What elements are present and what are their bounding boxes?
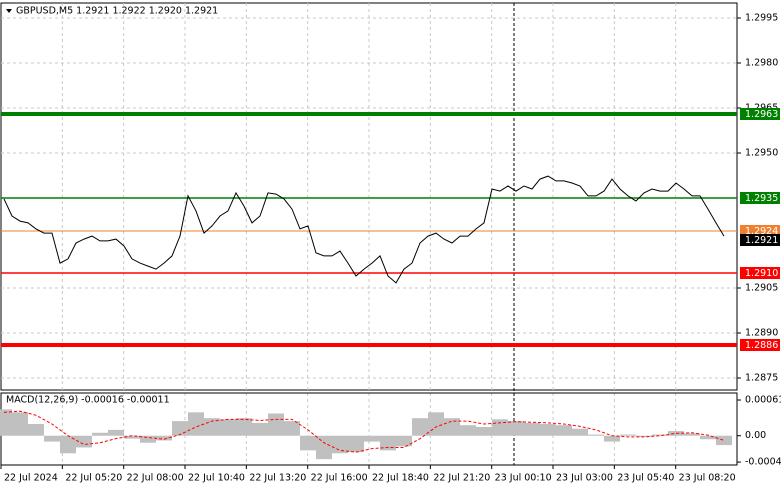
y-tick-label: 1.2980: [745, 58, 778, 69]
macd-bar: [92, 432, 108, 436]
macd-bar: [652, 434, 668, 436]
macd-bar: [460, 425, 476, 436]
macd-bar: [348, 435, 364, 453]
macd-bar: [364, 435, 380, 442]
x-tick-label: 22 Jul 16:00: [311, 473, 368, 484]
macd-bar: [508, 421, 524, 436]
macd-bar: [668, 431, 684, 436]
x-tick-label: 22 Jul 2024: [4, 473, 58, 484]
x-tick-label: 22 Jul 08:00: [127, 473, 184, 484]
level-label: 1.2963: [745, 109, 778, 120]
macd-bar: [380, 435, 396, 451]
x-tick-label: 22 Jul 10:40: [188, 473, 245, 484]
y-tick-label: 1.2950: [745, 148, 778, 159]
level-label: 1.2935: [745, 193, 778, 204]
macd-bar: [524, 422, 540, 436]
macd-bar: [396, 435, 412, 447]
y-tick-label: 0.00061: [745, 395, 781, 406]
macd-bar: [220, 419, 236, 436]
macd-bar: [556, 425, 572, 436]
macd-bar: [636, 435, 652, 437]
macd-bar: [540, 424, 556, 436]
price-line: [3, 175, 725, 284]
level-label-box: [740, 267, 780, 279]
macd-bar: [476, 426, 492, 436]
level-label: 1.2924: [745, 226, 778, 237]
x-tick-label: 22 Jul 18:40: [372, 473, 429, 484]
macd-bar: [716, 435, 732, 446]
macd-bar: [0, 409, 12, 436]
macd-bar: [236, 418, 252, 436]
x-tick-label: 23 Jul 03:00: [556, 473, 613, 484]
macd-bar: [44, 435, 60, 442]
x-tick-label: 23 Jul 05:40: [617, 473, 674, 484]
macd-bar: [492, 419, 508, 436]
macd-bar: [12, 412, 28, 436]
macd-bar: [572, 428, 588, 436]
level-label-box: [740, 192, 780, 204]
x-tick-label: 22 Jul 05:20: [65, 473, 122, 484]
macd-bar: [268, 413, 284, 436]
macd-bar: [140, 435, 156, 443]
macd-bar: [700, 435, 716, 440]
macd-bar: [412, 418, 428, 436]
y-tick-label: 1.2890: [745, 328, 778, 339]
macd-bar: [684, 433, 700, 436]
x-tick-label: 23 Jul 00:10: [495, 473, 552, 484]
macd-bar: [428, 412, 444, 436]
macd-bar: [620, 434, 636, 436]
macd-bar: [604, 435, 620, 442]
x-tick-label: 22 Jul 21:20: [433, 473, 490, 484]
y-tick-label: 1.2905: [745, 283, 778, 294]
level-label: 1.2921: [745, 235, 778, 246]
macd-bar: [316, 435, 332, 460]
macd-bar: [60, 435, 76, 454]
signal-line: [3, 410, 725, 453]
macd-bar: [300, 435, 316, 451]
y-tick-label: -0.00045: [745, 457, 781, 468]
macd-bar: [332, 435, 348, 454]
macd-bar: [156, 435, 172, 441]
level-label-box: [740, 339, 780, 351]
x-tick-label: 23 Jul 08:20: [679, 473, 736, 484]
macd-bar: [284, 421, 300, 436]
macd-bar: [124, 435, 140, 439]
macd-bar: [172, 421, 188, 436]
macd-bar: [588, 434, 604, 436]
level-label: 1.2910: [745, 268, 778, 279]
menu-arrow: [6, 9, 12, 13]
chart-title: GBPUSD,M5 1.2921 1.2922 1.2920 1.2921: [16, 6, 218, 17]
level-label-box: [740, 234, 780, 246]
y-tick-label: 0.00: [745, 430, 766, 441]
macd-title: MACD(12,26,9) -0.00016 -0.00011: [6, 395, 170, 406]
macd-bar: [28, 424, 44, 436]
macd-bar: [252, 422, 268, 436]
macd-bar: [76, 435, 92, 448]
level-label-box: [740, 108, 780, 120]
macd-bar: [108, 429, 124, 436]
macd-bar: [188, 412, 204, 436]
macd-bar: [444, 418, 460, 436]
level-label: 1.2886: [745, 340, 778, 351]
x-tick-label: 22 Jul 13:20: [249, 473, 306, 484]
y-tick-label: 1.2995: [745, 13, 778, 24]
y-tick-label: 1.2875: [745, 373, 778, 384]
